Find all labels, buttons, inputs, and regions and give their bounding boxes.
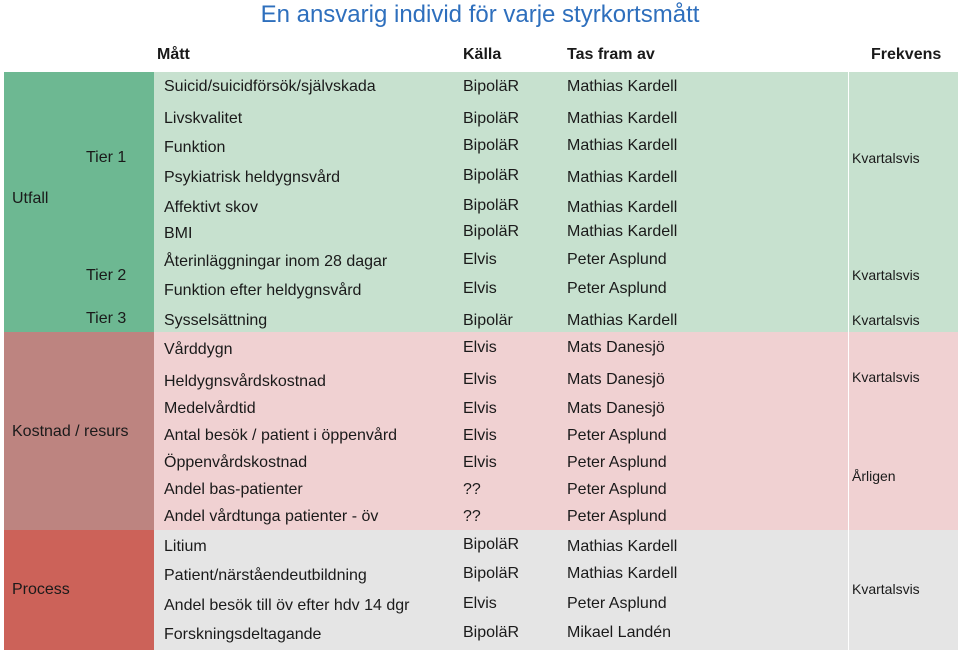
utfall-category-band xyxy=(4,72,154,332)
header-tas-fram-av: Tas fram av xyxy=(567,46,655,63)
row-tas-fram-av: Mathias Kardell xyxy=(567,169,678,186)
row-tas-fram-av: Peter Asplund xyxy=(567,508,667,525)
row-kalla: ?? xyxy=(463,508,481,525)
row-tas-fram-av: Peter Asplund xyxy=(567,280,667,297)
row-matt: Funktion xyxy=(164,139,226,156)
category-kostnad: Kostnad / resurs xyxy=(12,423,129,440)
row-kalla: BipoläR xyxy=(463,167,520,184)
row-tas-fram-av: Mathias Kardell xyxy=(567,78,678,95)
frequency-divider xyxy=(848,72,849,650)
row-tas-fram-av: Mats Danesjö xyxy=(567,371,665,388)
row-tas-fram-av: Mikael Landén xyxy=(567,624,672,641)
row-matt: Suicid/suicidförsök/självskada xyxy=(164,78,376,95)
frequency-kostnad-oppenvard: Årligen xyxy=(852,468,896,484)
row-tas-fram-av: Peter Asplund xyxy=(567,427,667,444)
row-kalla: BipoläR xyxy=(463,110,520,127)
row-tas-fram-av: Peter Asplund xyxy=(567,454,667,471)
row-kalla: Elvis xyxy=(463,251,497,268)
row-tas-fram-av: Mathias Kardell xyxy=(567,538,678,555)
category-process: Process xyxy=(12,581,70,598)
row-matt: Patient/närståendeutbildning xyxy=(164,567,367,584)
row-kalla: ?? xyxy=(463,481,481,498)
row-kalla: BipoläR xyxy=(463,223,520,240)
frequency-tier2: Kvartalsvis xyxy=(852,267,920,283)
row-kalla: Elvis xyxy=(463,595,497,612)
process-rows-band xyxy=(154,530,958,650)
row-matt: Vårddygn xyxy=(164,341,233,358)
header-frekvens: Frekvens xyxy=(871,46,942,63)
row-kalla: BipoläR xyxy=(463,565,520,582)
row-kalla: BipoläR xyxy=(463,536,520,553)
row-tas-fram-av: Mathias Kardell xyxy=(567,110,678,127)
row-tas-fram-av: Mathias Kardell xyxy=(567,565,678,582)
row-kalla: Bipolär xyxy=(463,312,513,329)
row-matt: Affektivt skov xyxy=(164,199,258,216)
row-matt: Litium xyxy=(164,538,207,555)
row-tas-fram-av: Peter Asplund xyxy=(567,251,667,268)
kostnad-rows-band xyxy=(154,332,958,530)
row-tas-fram-av: Mats Danesjö xyxy=(567,400,665,417)
row-matt: Funktion efter heldygnsvård xyxy=(164,282,362,299)
row-matt: Andel besök till öv efter hdv 14 dgr xyxy=(164,597,410,614)
row-matt: Återinläggningar inom 28 dagar xyxy=(164,253,388,270)
row-tas-fram-av: Mathias Kardell xyxy=(567,199,678,216)
frequency-kostnad-dygn: Kvartalsvis xyxy=(852,369,920,385)
utfall-rows-band xyxy=(154,72,958,332)
row-tas-fram-av: Mathias Kardell xyxy=(567,223,678,240)
row-kalla: Elvis xyxy=(463,454,497,471)
page-title: En ansvarig individ för varje styrkortsm… xyxy=(260,1,700,28)
row-tas-fram-av: Mathias Kardell xyxy=(567,312,678,329)
row-tas-fram-av: Mats Danesjö xyxy=(567,339,665,356)
header-matt: Mått xyxy=(157,46,190,63)
row-kalla: BipoläR xyxy=(463,197,520,214)
row-tas-fram-av: Peter Asplund xyxy=(567,481,667,498)
row-matt: Sysselsättning xyxy=(164,312,268,329)
tier-3: Tier 3 xyxy=(86,310,127,327)
tier-1: Tier 1 xyxy=(86,149,127,166)
row-matt: Forskningsdeltagande xyxy=(164,626,322,643)
category-utfall: Utfall xyxy=(12,190,49,207)
header-kalla: Källa xyxy=(463,46,502,63)
row-kalla: Elvis xyxy=(463,427,497,444)
process-category-band xyxy=(4,530,154,650)
row-matt: Andel vårdtunga patienter - öv xyxy=(164,508,379,525)
row-matt: Medelvårdtid xyxy=(164,400,256,417)
frequency-tier1: Kvartalsvis xyxy=(852,150,920,166)
row-kalla: BipoläR xyxy=(463,624,520,641)
tier-2: Tier 2 xyxy=(86,267,127,284)
row-kalla: Elvis xyxy=(463,280,497,297)
row-kalla: BipoläR xyxy=(463,137,520,154)
row-matt: Andel bas-patienter xyxy=(164,481,303,498)
row-kalla: Elvis xyxy=(463,400,497,417)
row-matt: Livskvalitet xyxy=(164,110,243,127)
row-matt: Heldygnsvårdskostnad xyxy=(164,373,326,390)
row-kalla: Elvis xyxy=(463,339,497,356)
row-kalla: Elvis xyxy=(463,371,497,388)
row-matt: Antal besök / patient i öppenvård xyxy=(164,427,398,444)
row-kalla: BipoläR xyxy=(463,78,520,95)
row-matt: Öppenvårdskostnad xyxy=(164,454,308,471)
row-matt: Psykiatrisk heldygnsvård xyxy=(164,169,341,186)
row-tas-fram-av: Mathias Kardell xyxy=(567,137,678,154)
row-tas-fram-av: Peter Asplund xyxy=(567,595,667,612)
frequency-process: Kvartalsvis xyxy=(852,581,920,597)
row-matt: BMI xyxy=(164,225,193,242)
frequency-tier3: Kvartalsvis xyxy=(852,312,920,328)
kostnad-category-band xyxy=(4,332,154,530)
